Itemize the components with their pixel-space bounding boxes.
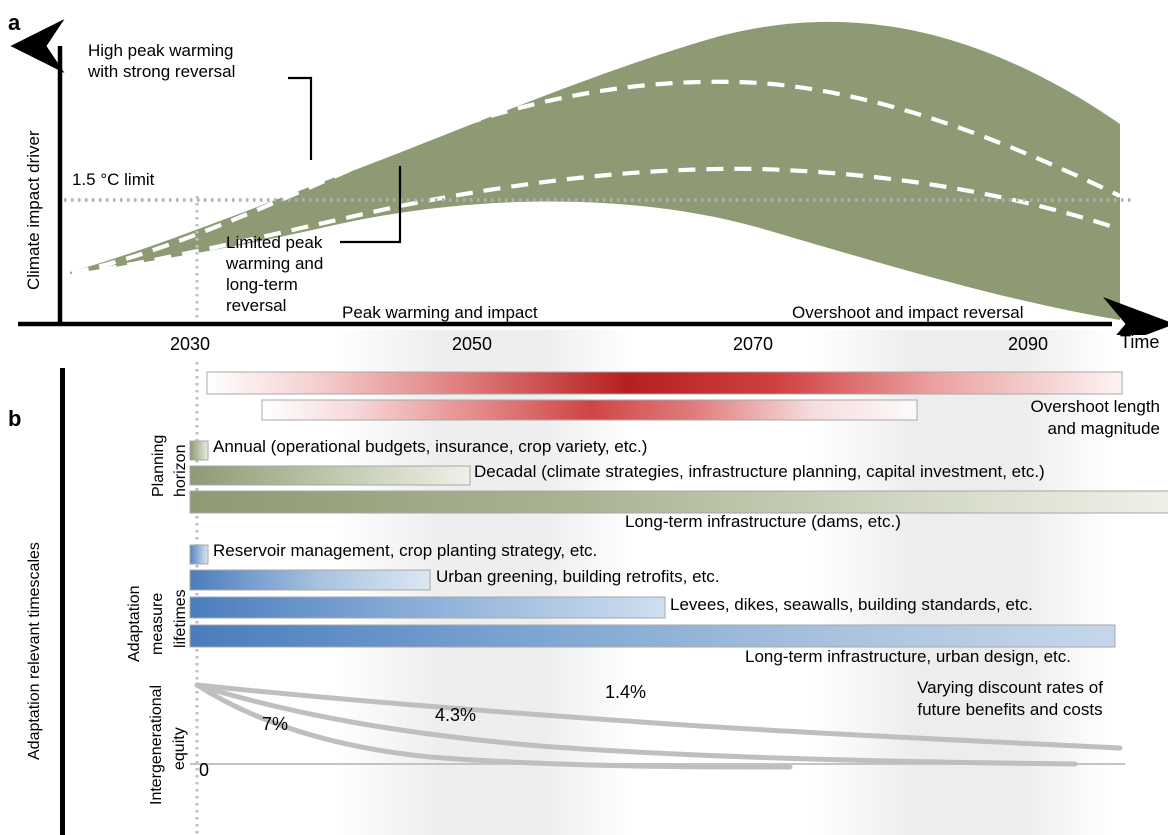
adaptation-bar-reservoir bbox=[189, 544, 209, 565]
adaptation-bar-longterm-infra bbox=[189, 624, 1116, 648]
discount-curve-4p3 bbox=[194, 682, 1078, 767]
discount-callout: Varying discount rates of future benefit… bbox=[860, 677, 1160, 721]
overshoot-callout-line-2: and magnitude bbox=[1047, 419, 1160, 438]
overshoot-bar-small bbox=[261, 399, 918, 421]
annotation-limited-peak-warming: Limited peak warming and long-term rever… bbox=[226, 232, 323, 316]
adaptation-label-levees: Levees, dikes, seawalls, building standa… bbox=[670, 595, 1033, 614]
adaptation-label-reservoir: Reservoir management, crop planting stra… bbox=[213, 541, 598, 560]
adaptation-label-urban-greening: Urban greening, building retrofits, etc. bbox=[436, 567, 720, 586]
adaptation-bar-levees bbox=[189, 596, 666, 619]
panel-b-letter: b bbox=[8, 406, 22, 431]
planning-label-longterm: Long-term infrastructure (dams, etc.) bbox=[625, 512, 901, 531]
panel-a-plot bbox=[10, 19, 1168, 335]
planning-bar-annual bbox=[189, 440, 209, 461]
discount-label-4p3-percent: 4.3% bbox=[435, 705, 477, 725]
planning-bar-longterm bbox=[189, 490, 1168, 514]
time-tick-2050: 2050 bbox=[452, 334, 493, 354]
planning-bar-decadal bbox=[189, 465, 471, 486]
leader-high-peak bbox=[288, 76, 313, 160]
planning-label-decadal: Decadal (climate strategies, infrastruct… bbox=[474, 462, 1045, 481]
annotation-limited-line-4: reversal bbox=[226, 296, 287, 315]
overshoot-bar-large bbox=[206, 371, 1123, 395]
overshoot-bars bbox=[206, 371, 1123, 421]
discount-callout-line-2: future benefits and costs bbox=[917, 700, 1103, 719]
time-tick-2030: 2030 bbox=[170, 334, 211, 354]
overshoot-callout-line-1: Overshoot length bbox=[1030, 397, 1160, 416]
annotation-high-peak-line-1: High peak warming bbox=[88, 41, 234, 60]
median-line-limited bbox=[71, 166, 1121, 277]
annotation-limited-line-1: Limited peak bbox=[226, 233, 323, 252]
adaptation-lifetime-bars bbox=[189, 544, 1116, 648]
discount-zero-label: 0 bbox=[199, 760, 210, 780]
time-tick-2070: 2070 bbox=[733, 334, 774, 354]
adaptation-label-longterm-infra: Long-term infrastructure, urban design, … bbox=[745, 647, 1071, 666]
overshoot-callout: Overshoot length and magnitude bbox=[955, 396, 1160, 440]
annotation-limited-line-2: warming and bbox=[226, 254, 324, 273]
adaptation-bar-urban-greening bbox=[189, 569, 431, 591]
phase-label-peak-warming: Peak warming and impact bbox=[342, 303, 538, 322]
annotation-high-peak-line-2: with strong reversal bbox=[88, 62, 236, 81]
annotation-limited-line-3: long-term bbox=[226, 275, 298, 294]
discount-rate-curves bbox=[190, 682, 1125, 770]
median-line-high bbox=[71, 79, 1121, 276]
phase-label-overshoot-reversal: Overshoot and impact reversal bbox=[792, 303, 1024, 322]
discount-callout-line-1: Varying discount rates of bbox=[917, 678, 1103, 697]
time-tick-2090: 2090 bbox=[1008, 334, 1049, 354]
planning-horizon-bars bbox=[189, 440, 1168, 514]
panel-b-axis bbox=[60, 368, 65, 835]
discount-curve-7 bbox=[194, 682, 793, 770]
leader-limited-peak bbox=[340, 166, 402, 244]
discount-curve-1p4 bbox=[194, 682, 1123, 751]
planning-label-annual: Annual (operational budgets, insurance, … bbox=[213, 437, 648, 456]
annotation-high-peak-warming: High peak warming with strong reversal bbox=[88, 40, 235, 82]
discount-label-7-percent: 7% bbox=[262, 714, 289, 734]
time-axis-label: Time bbox=[1120, 332, 1160, 352]
threshold-label-1p5: 1.5 °C limit bbox=[72, 170, 155, 189]
discount-label-1p4-percent: 1.4% bbox=[605, 682, 647, 702]
